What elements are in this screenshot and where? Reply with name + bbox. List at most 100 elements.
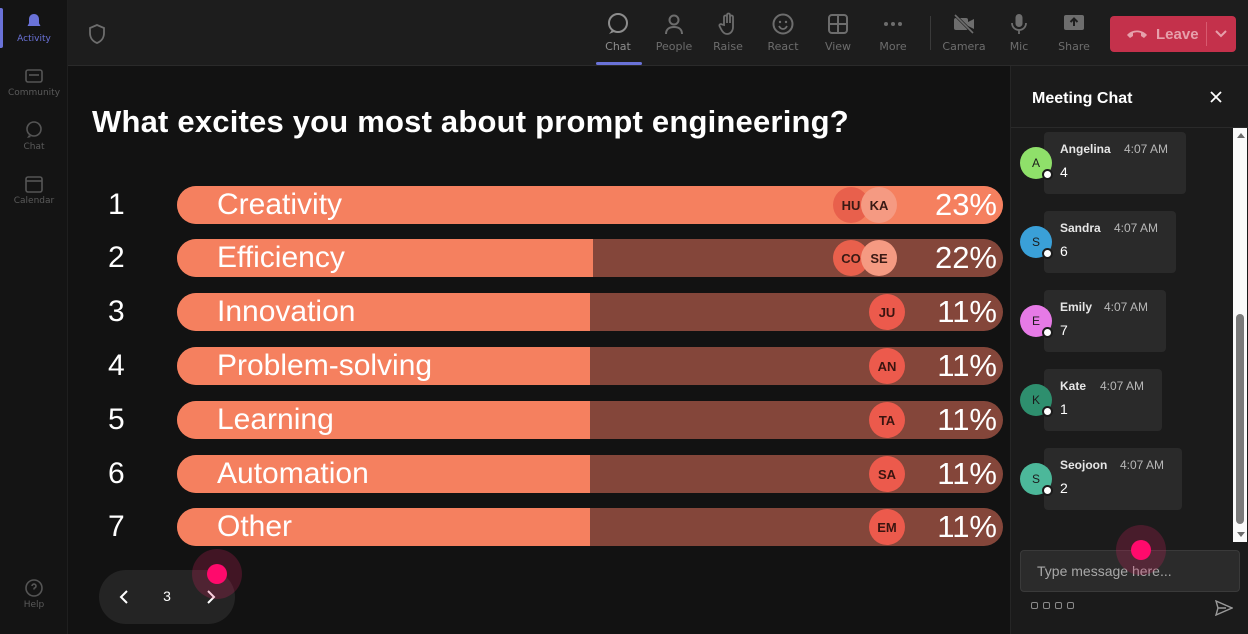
- option-label: Efficiency: [217, 241, 345, 274]
- toolbar-people-button[interactable]: People: [650, 12, 698, 53]
- avatar-initial: E: [1031, 314, 1040, 328]
- message-time: 4:07 AM: [1104, 300, 1149, 314]
- toolbar-mic-button[interactable]: Mic: [995, 12, 1043, 53]
- emoji-icon[interactable]: [1055, 602, 1062, 609]
- meeting-chat-panel: Meeting Chat Angelina 4:07 AM 4 A Sandra 4:07…: [1010, 66, 1248, 634]
- avatar-initial: K: [1031, 393, 1040, 407]
- message-text: 1: [1060, 401, 1068, 417]
- active-tab-indicator: [596, 62, 642, 65]
- click-indicator: [192, 549, 242, 599]
- rail-item-calendar[interactable]: Calendar: [0, 174, 68, 206]
- option-percent: 11%: [937, 348, 997, 383]
- message-bubble[interactable]: Sandra 4:07 AM 6: [1044, 211, 1176, 273]
- presence-status: [1042, 248, 1053, 259]
- option-bar-fill: [177, 455, 590, 493]
- toolbar-chat-button[interactable]: Chat: [594, 12, 642, 53]
- option-percent: 23%: [934, 187, 997, 222]
- page-number: 3: [163, 588, 171, 604]
- close-icon[interactable]: [1209, 90, 1223, 104]
- avatar[interactable]: A: [1020, 147, 1053, 180]
- toolbar-share-button[interactable]: Share: [1050, 12, 1098, 53]
- chat-compose-box[interactable]: [1020, 550, 1240, 592]
- gif-icon[interactable]: [1067, 602, 1074, 609]
- option-bar-fill: [177, 508, 590, 546]
- avatar[interactable]: K: [1020, 384, 1053, 417]
- rail-item-activity[interactable]: Activity: [0, 12, 68, 44]
- rail-item-help[interactable]: Help: [0, 578, 68, 610]
- react-emoji-icon: [772, 13, 794, 35]
- scroll-down-arrow[interactable]: [1237, 532, 1245, 537]
- poll-option-row: 4 Problem-solving AN 11%: [68, 347, 1010, 385]
- more-dots-icon: [884, 22, 902, 26]
- rail-item-label: Calendar: [13, 196, 55, 206]
- option-rank: 3: [108, 295, 125, 328]
- option-rank: 4: [108, 349, 125, 382]
- leave-button[interactable]: Leave: [1110, 16, 1236, 52]
- message-text: 2: [1060, 480, 1068, 496]
- sender-name: Seojoon: [1060, 458, 1108, 472]
- raise-hand-icon: [718, 12, 734, 35]
- presence-status: [1042, 485, 1053, 496]
- message-time: 4:07 AM: [1120, 458, 1165, 472]
- voter-avatar: SA: [869, 456, 905, 492]
- option-percent: 11%: [937, 509, 997, 544]
- attach-icon[interactable]: [1043, 602, 1050, 609]
- rail-item-label: Activity: [17, 34, 51, 44]
- option-bar-fill: [177, 347, 590, 385]
- avatar[interactable]: E: [1020, 305, 1053, 338]
- voter-avatar: JU: [869, 294, 905, 330]
- leave-label: Leave: [1156, 25, 1199, 43]
- chevron-right-icon[interactable]: [201, 588, 219, 606]
- meeting-toolbar: Chat People Raise React View More Camera…: [68, 0, 1248, 66]
- toolbar-more-button[interactable]: More: [869, 12, 917, 53]
- scroll-up-arrow[interactable]: [1237, 133, 1245, 138]
- toolbar-react-label: React: [767, 40, 799, 53]
- message-bubble[interactable]: Angelina 4:07 AM 4: [1044, 132, 1186, 194]
- message-bubble[interactable]: Seojoon 4:07 AM 2: [1044, 448, 1182, 510]
- toolbar-camera-button[interactable]: Camera: [940, 12, 988, 53]
- option-bar: Efficiency CO SE 22%: [177, 239, 1003, 277]
- sender-name: Angelina: [1060, 142, 1111, 156]
- chat-message: Sandra 4:07 AM 6 S: [1011, 211, 1241, 273]
- option-rank: 5: [108, 403, 125, 436]
- leave-divider: [1206, 22, 1207, 46]
- bell-icon: [27, 14, 41, 26]
- option-bar: Other EM 11%: [177, 508, 1003, 546]
- chevron-left-icon[interactable]: [116, 588, 134, 606]
- toolbar-react-button[interactable]: React: [759, 12, 807, 53]
- format-toolbar: [1031, 602, 1074, 609]
- chevron-down-icon[interactable]: [1214, 28, 1228, 40]
- chat-icon: [608, 13, 628, 34]
- scroll-thumb[interactable]: [1236, 314, 1244, 524]
- option-rank: 2: [108, 241, 125, 274]
- presence-status: [1042, 327, 1053, 338]
- rail-item-community[interactable]: Community: [0, 66, 68, 98]
- chat-scrollbar[interactable]: [1233, 128, 1247, 542]
- message-bubble[interactable]: Emily 4:07 AM 7: [1044, 290, 1166, 352]
- voter-avatar: SE: [861, 240, 897, 276]
- message-input[interactable]: [1021, 551, 1239, 591]
- format-icon[interactable]: [1031, 602, 1038, 609]
- people-icon: [665, 14, 683, 35]
- poll-stage: What excites you most about prompt engin…: [68, 66, 1010, 634]
- avatar[interactable]: S: [1020, 463, 1053, 496]
- option-percent: 11%: [937, 456, 997, 491]
- toolbar-mic-label: Mic: [1009, 40, 1029, 53]
- toolbar-share-label: Share: [1058, 40, 1090, 53]
- rail-item-label: Chat: [23, 142, 45, 152]
- send-icon[interactable]: [1215, 600, 1233, 616]
- presence-status: [1042, 169, 1053, 180]
- option-label: Other: [217, 510, 293, 543]
- toolbar-view-button[interactable]: View: [814, 12, 862, 53]
- poll-option-row: 3 Innovation JU 11%: [68, 293, 1010, 331]
- toolbar-raise-label: Raise: [713, 40, 743, 53]
- message-time: 4:07 AM: [1124, 142, 1169, 156]
- toolbar-raise-button[interactable]: Raise: [704, 12, 752, 53]
- poll-option-row: 2 Efficiency CO SE 22%: [68, 239, 1010, 277]
- avatar[interactable]: S: [1020, 226, 1053, 259]
- message-bubble[interactable]: Kate 4:07 AM 1: [1044, 369, 1162, 431]
- message-text: 4: [1060, 164, 1068, 180]
- rail-item-chat[interactable]: Chat: [0, 120, 68, 152]
- shield-icon[interactable]: [88, 24, 106, 44]
- calendar-icon: [25, 176, 43, 193]
